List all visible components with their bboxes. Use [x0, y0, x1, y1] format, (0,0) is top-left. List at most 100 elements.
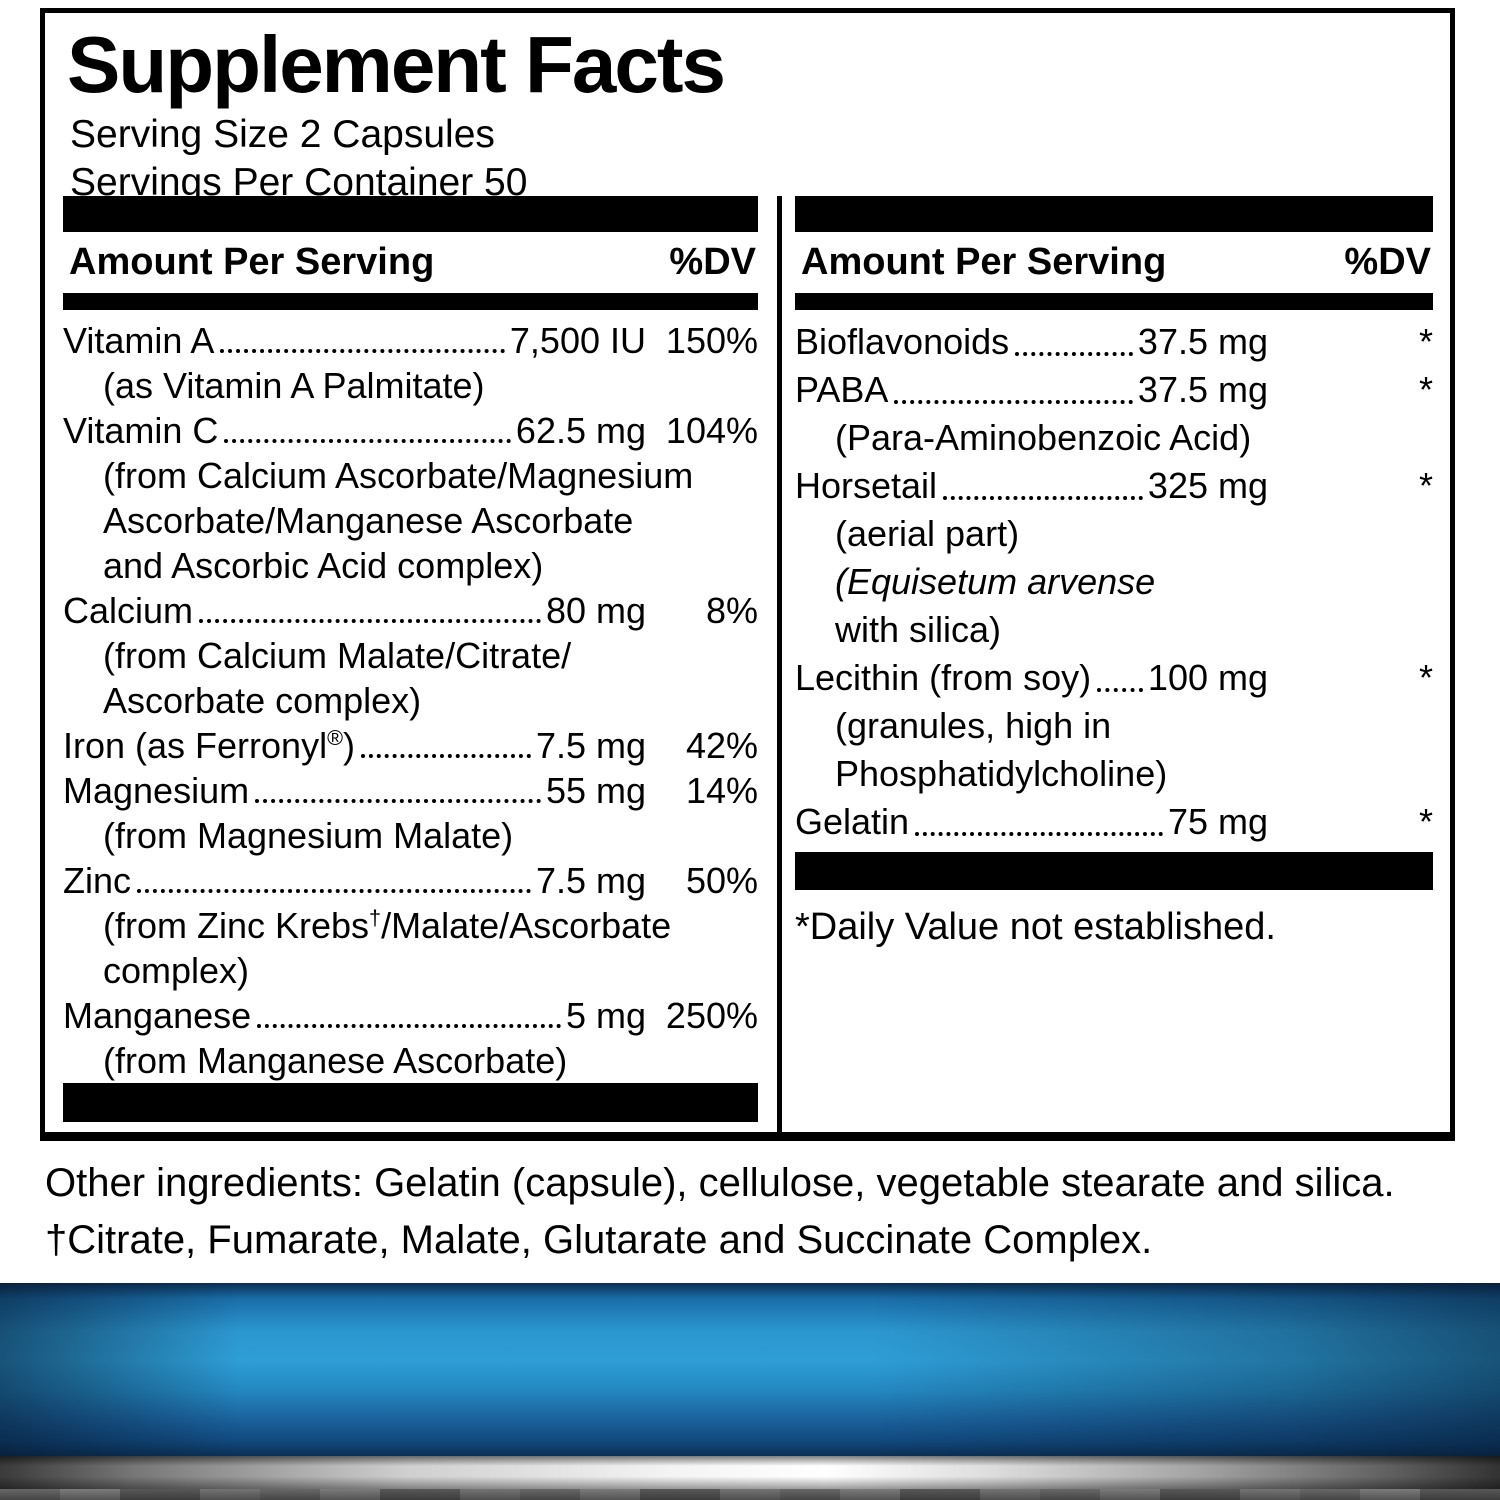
nutrient-subline: (from Manganese Ascorbate)	[63, 1038, 758, 1083]
nutrient-amount: 7,500 IU	[509, 320, 646, 361]
subline-text: Phosphatidylcholine)	[835, 753, 1168, 794]
silver-band	[0, 1456, 1500, 1489]
nutrient-amount: 62.5 mg	[515, 410, 646, 451]
nutrient-subline: complex)	[63, 948, 758, 993]
dotted-leader	[220, 349, 505, 353]
superscript-mark: ®	[327, 725, 343, 750]
subline-text: complex)	[103, 950, 250, 991]
nutrient-subline: (as Vitamin A Palmitate)	[63, 363, 758, 408]
dotted-leader	[894, 400, 1133, 404]
serving-info: Serving Size 2 Capsules Servings Per Con…	[70, 111, 527, 207]
dotted-leader	[1097, 688, 1143, 692]
nutrient-dv: 250%	[665, 995, 758, 1036]
section-bar	[63, 196, 758, 232]
dotted-leader	[915, 832, 1163, 836]
section-bar	[63, 1083, 758, 1122]
nutrient-subline: (granules, high in	[795, 702, 1433, 750]
other-ingredients-line1: Other ingredients: Gelatin (capsule), ce…	[45, 1161, 1395, 1205]
nutrient-amount: 37.5 mg	[1137, 321, 1268, 362]
nutrient-row: Magnesium 55 mg 14%	[63, 768, 758, 813]
nutrient-subline: Ascorbate complex)	[63, 678, 758, 723]
nutrient-dv: 8%	[705, 590, 758, 631]
dotted-leader	[224, 439, 511, 443]
nutrient-subline: Phosphatidylcholine)	[795, 750, 1433, 798]
subline-text: and Ascorbic Acid complex)	[103, 545, 544, 586]
nutrient-subline: (from Zinc Krebs†/Malate/Ascorbate	[63, 903, 758, 948]
nutrient-subline: (Para-Aminobenzoic Acid)	[795, 414, 1433, 462]
nutrient-dv: *	[1418, 369, 1433, 410]
nutrient-rows-left: Vitamin A 7,500 IU 150% (as Vitamin A Palmi…	[63, 310, 758, 1083]
nutrient-subline: (aerial part)	[795, 510, 1433, 558]
subline-text: (from Zinc Krebs†/Malate/Ascorbate	[103, 905, 672, 946]
dv-label: %DV	[669, 241, 756, 283]
subline-text: (from Calcium Ascorbate/Magnesium	[103, 455, 694, 496]
nutrients-column-right: Amount Per Serving %DV Bioflavonoids 37.5…	[795, 196, 1433, 949]
nutrient-row: Zinc 7.5 mg 50%	[63, 858, 758, 903]
nutrient-amount: 7.5 mg	[535, 860, 646, 901]
nutrient-row: PABA 37.5 mg *	[795, 366, 1433, 414]
dotted-leader	[255, 799, 541, 803]
subline-text: (from Manganese Ascorbate)	[103, 1040, 568, 1081]
nutrient-name: Lecithin (from soy)	[795, 657, 1092, 698]
section-bar	[795, 293, 1433, 310]
section-bar	[795, 196, 1433, 232]
nutrient-dv: 50%	[685, 860, 758, 901]
nutrient-row: Lecithin (from soy) 100 mg *	[795, 654, 1433, 702]
other-ingredients: Other ingredients: Gelatin (capsule), ce…	[45, 1155, 1470, 1269]
nutrient-row: Calcium 80 mg 8%	[63, 588, 758, 633]
nutrient-amount: 55 mg	[545, 770, 646, 811]
nutrient-dv: 14%	[685, 770, 758, 811]
nutrient-row: Horsetail 325 mg *	[795, 462, 1433, 510]
nutrient-row: Gelatin 75 mg *	[795, 798, 1433, 846]
subline-text: (Para-Aminobenzoic Acid)	[835, 417, 1252, 458]
nutrient-name: Gelatin	[795, 801, 910, 842]
superscript-mark: †	[369, 905, 382, 930]
nutrient-dv: 42%	[685, 725, 758, 766]
dv-label: %DV	[1344, 241, 1431, 283]
amount-per-serving-label: Amount Per Serving	[69, 241, 435, 283]
nutrient-name: Zinc	[63, 860, 132, 901]
dotted-leader	[1015, 352, 1133, 356]
dotted-leader	[137, 889, 531, 893]
nutrient-name: Magnesium	[63, 770, 250, 811]
nutrient-name: Calcium	[63, 590, 194, 631]
nutrient-amount: 325 mg	[1147, 465, 1268, 506]
subline-text: Ascorbate complex)	[103, 680, 422, 721]
nutrient-amount: 100 mg	[1147, 657, 1268, 698]
other-ingredients-line2: †Citrate, Fumarate, Malate, Glutarate an…	[45, 1218, 1153, 1262]
dotted-leader	[199, 619, 541, 623]
nutrient-row: Vitamin C 62.5 mg 104%	[63, 408, 758, 453]
nutrient-name: Vitamin C	[63, 410, 219, 451]
section-bar	[795, 852, 1433, 890]
nutrient-amount: 7.5 mg	[535, 725, 646, 766]
dotted-leader	[361, 754, 531, 758]
brand-band: G DOUGLAS LABORATORIES	[0, 1283, 1500, 1456]
nutrient-name: Manganese	[63, 995, 252, 1036]
amount-per-serving-label: Amount Per Serving	[801, 241, 1167, 283]
nutrient-name: PABA	[795, 369, 889, 410]
subline-text: (aerial part)	[835, 513, 1020, 554]
bottom-edge-band	[0, 1489, 1500, 1500]
subline-text: Ascorbate/Manganese Ascorbate	[103, 500, 634, 541]
nutrient-row: Vitamin A 7,500 IU 150%	[63, 318, 758, 363]
nutrient-dv: 104%	[665, 410, 758, 451]
nutrient-dv: 150%	[665, 320, 758, 361]
nutrient-amount: 37.5 mg	[1137, 369, 1268, 410]
nutrient-amount: 5 mg	[565, 995, 646, 1036]
dotted-leader	[257, 1024, 561, 1028]
nutrient-row: Bioflavonoids 37.5 mg *	[795, 318, 1433, 366]
nutrient-dv: *	[1418, 801, 1433, 842]
nutrient-subline: (from Magnesium Malate)	[63, 813, 758, 858]
subline-text: (Equisetum arvense	[835, 561, 1156, 602]
subline-text: (from Magnesium Malate)	[103, 815, 514, 856]
nutrient-row: Manganese 5 mg 250%	[63, 993, 758, 1038]
supplement-facts-title: Supplement Facts	[67, 20, 726, 109]
serving-size: Serving Size 2 Capsules	[70, 113, 495, 156]
subline-text: (granules, high in	[835, 705, 1112, 746]
column-header: Amount Per Serving %DV	[795, 232, 1433, 293]
nutrients-column-left: Amount Per Serving %DV Vitamin A 7,500 IU…	[63, 196, 758, 1122]
nutrient-dv: *	[1418, 657, 1433, 698]
column-divider	[777, 196, 782, 1132]
nutrient-subline: (from Calcium Malate/Citrate/	[63, 633, 758, 678]
